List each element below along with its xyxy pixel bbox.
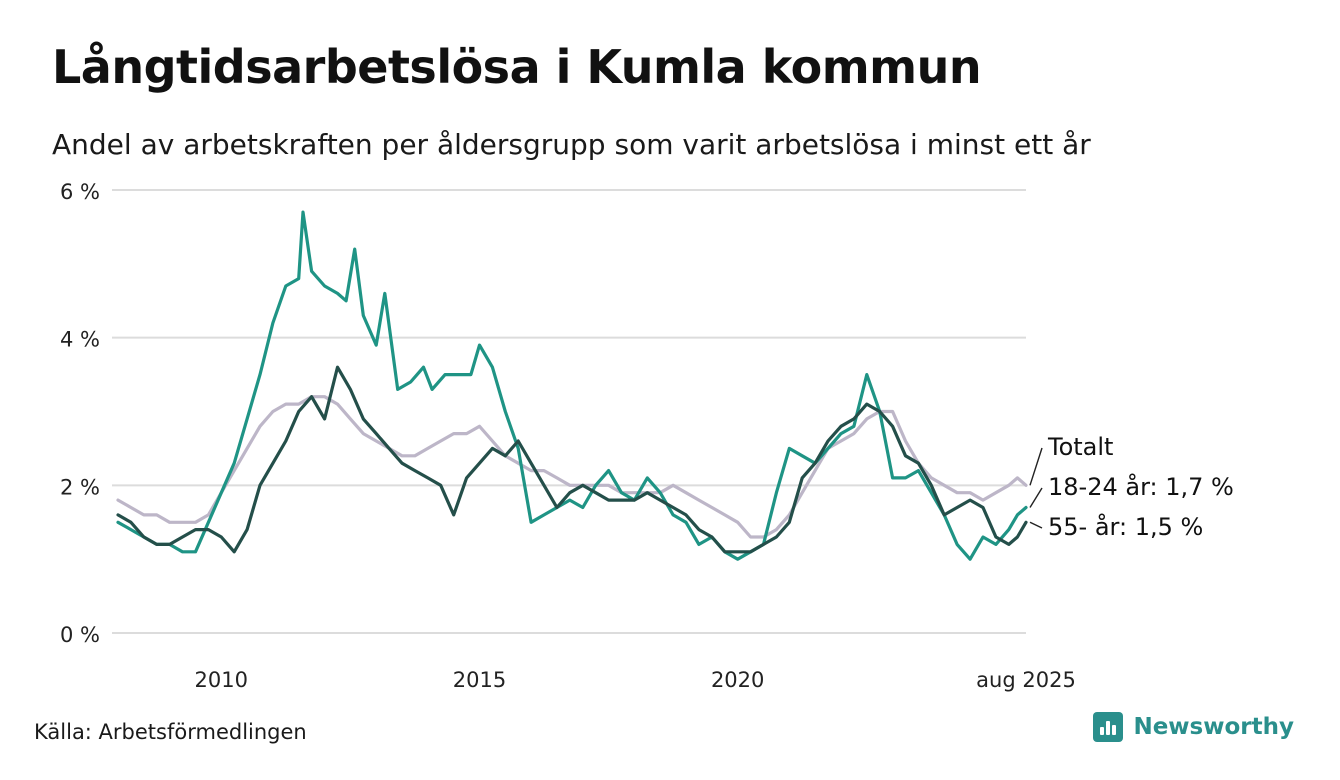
y-tick-label: 2 % [60, 475, 100, 499]
line-chart: 0 % 2 % 4 % 6 % 2010 2015 2020 aug 2025 Totalt 18… [60, 180, 1234, 692]
brand-name: Newsworthy [1133, 714, 1294, 740]
source-note: Källa: Arbetsförmedlingen [34, 720, 307, 744]
chart-title: Långtidsarbetslösa i Kumla kommun [52, 40, 982, 94]
y-tick-label: 4 % [60, 328, 100, 352]
x-tick-label: 2010 [195, 668, 248, 692]
label-leader-line [1029, 487, 1043, 508]
series-line [116, 395, 1028, 539]
brand[interactable]: Newsworthy [1093, 712, 1294, 742]
label-leader-line [1029, 447, 1043, 486]
label-leader-line [1029, 521, 1043, 529]
x-tick-label: 2015 [453, 668, 506, 692]
y-tick-label: 6 % [60, 180, 100, 204]
series-end-label: 55- år: 1,5 % [1048, 512, 1203, 541]
x-tick-label: aug 2025 [976, 668, 1076, 692]
newsworthy-logo-icon [1093, 712, 1124, 742]
chart-subtitle: Andel av arbetskraften per åldersgrupp s… [52, 128, 1091, 161]
series-end-label: 18-24 år: 1,7 % [1048, 472, 1234, 501]
series-end-label: Totalt [1047, 433, 1113, 461]
series-line [116, 365, 1028, 554]
x-tick-label: 2020 [711, 668, 764, 692]
y-tick-label: 0 % [60, 623, 100, 647]
